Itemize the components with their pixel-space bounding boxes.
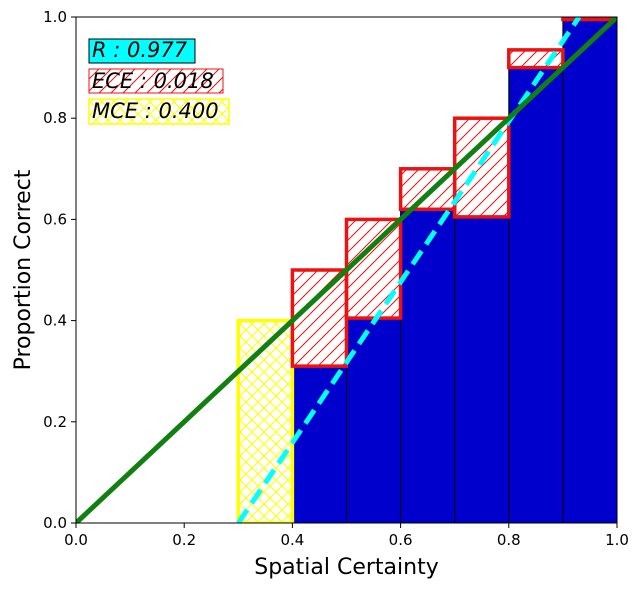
x-tick-label-2: 0.4 xyxy=(280,531,304,549)
mce-metric-box xyxy=(88,98,230,125)
y-tick-label-3: 0.6 xyxy=(43,210,67,228)
plot-frame xyxy=(75,16,618,524)
y-axis-title: Proportion Correct xyxy=(11,169,36,370)
identity-line xyxy=(76,17,617,523)
accuracy-bar-2 xyxy=(346,317,402,523)
plot-area xyxy=(76,17,617,523)
ece-metric-box xyxy=(88,68,224,94)
axis-labels: 0.0 0.2 0.4 0.6 0.8 1.0 0.0 0.2 0.4 0.6 0.8 1.0 xyxy=(43,8,629,549)
gap-rect-2 xyxy=(344,217,403,320)
gap-rect-1 xyxy=(290,268,349,368)
y-tick-label-4: 0.8 xyxy=(43,109,67,127)
accuracy-bar-3 xyxy=(400,208,456,523)
y-tick-label-1: 0.2 xyxy=(43,413,67,431)
x-axis-title: Spatial Certainty xyxy=(254,555,439,580)
mce-metric-text: MCE : 0.400 xyxy=(92,99,219,123)
r-metric-box xyxy=(88,38,196,64)
accuracy-bar-5 xyxy=(508,67,564,523)
y-tick-label-2: 0.4 xyxy=(43,312,67,330)
accuracy-bar-4 xyxy=(454,216,510,523)
accuracy-bar-1 xyxy=(291,365,347,523)
r-metric-text: R : 0.977 xyxy=(92,38,188,62)
ece-metric-text: ECE : 0.018 xyxy=(92,69,214,93)
x-tick-label-3: 0.6 xyxy=(389,531,413,549)
x-tick-label-5: 1.0 xyxy=(605,531,629,549)
y-tick-label-5: 1.0 xyxy=(43,8,67,26)
x-tick-label-1: 0.2 xyxy=(172,531,196,549)
metrics-legend: R : 0.977 ECE : 0.018 MCE : 0.400 xyxy=(88,38,230,125)
y-tick-label-0: 0.0 xyxy=(43,514,67,532)
gap-rect-6 xyxy=(561,17,617,22)
x-tick-label-0: 0.0 xyxy=(64,531,88,549)
accuracy-bar-6 xyxy=(562,17,617,523)
fit-line xyxy=(236,17,582,523)
x-tick-label-4: 0.8 xyxy=(497,531,521,549)
axes xyxy=(71,16,618,528)
max-gap-rect-0 xyxy=(236,318,295,523)
